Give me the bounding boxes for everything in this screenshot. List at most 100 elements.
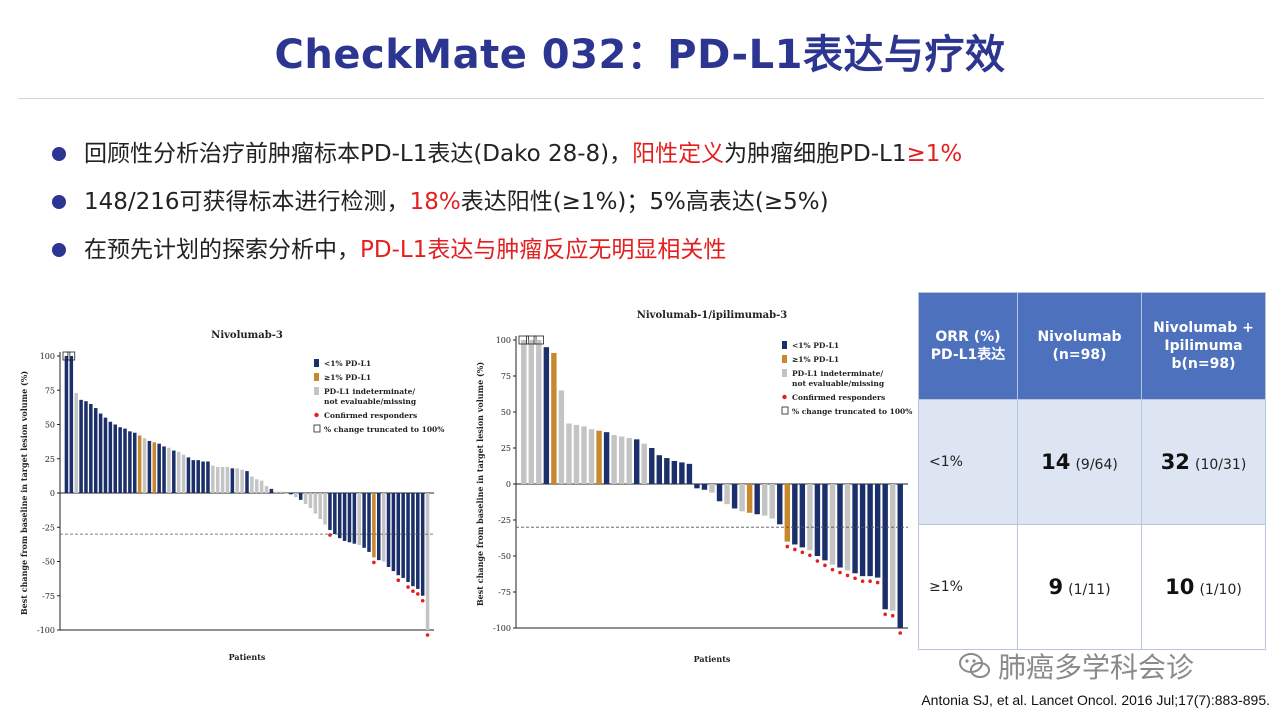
- waterfall-bar: [337, 493, 342, 539]
- waterfall-bar: [245, 471, 249, 493]
- waterfall-bar: [103, 417, 108, 493]
- legend-swatch: [314, 359, 319, 367]
- waterfall-bar: [225, 466, 230, 493]
- y-tick-label: -100: [37, 626, 55, 635]
- y-tick-label: 25: [45, 455, 55, 464]
- page-title: CheckMate 032：PD-L1表达与疗效: [274, 32, 1006, 78]
- y-tick-label: 0: [50, 489, 55, 498]
- orr-fraction: (10/31): [1195, 457, 1247, 473]
- waterfall-bar: [837, 484, 843, 568]
- waterfall-bar: [372, 493, 376, 558]
- waterfall-bar: [664, 458, 670, 484]
- legend-label: PD-L1 indeterminate/: [324, 387, 415, 396]
- waterfall-bar: [396, 493, 401, 576]
- responder-dot: [372, 560, 376, 565]
- y-axis-label: Best change from baseline in target lesi…: [475, 362, 485, 606]
- responder-dot: [823, 563, 827, 568]
- waterfall-bar: [521, 340, 527, 484]
- legend-label: Confirmed responders: [324, 411, 417, 420]
- waterfall-bar: [425, 493, 430, 630]
- responder-dot: [838, 570, 842, 575]
- waterfall-bar: [69, 356, 74, 493]
- y-tick-label: 25: [501, 444, 511, 453]
- waterfall-bar: [196, 460, 200, 493]
- waterfall-bar: [289, 493, 293, 495]
- waterfall-bar: [551, 352, 557, 484]
- citation: Antonia SJ, et al. Lancet Oncol. 2016 Ju…: [921, 692, 1270, 708]
- waterfall-bar: [420, 493, 425, 596]
- waterfall-bar: [240, 469, 244, 493]
- responder-dot: [860, 579, 865, 583]
- legend-label: ≥1% PD-L1: [324, 373, 371, 382]
- legend-swatch: [782, 394, 787, 400]
- waterfall-bar: [829, 484, 836, 565]
- waterfall-bar: [709, 484, 715, 493]
- waterfall-bar: [259, 480, 264, 493]
- wechat-icon: [959, 653, 990, 678]
- waterfall-bar: [381, 493, 386, 562]
- waterfall-bar: [230, 468, 235, 493]
- row-label: ≥1%: [918, 524, 1018, 650]
- waterfall-bar: [686, 463, 693, 484]
- y-tick-label: -100: [493, 624, 511, 633]
- y-tick-label: 100: [496, 336, 511, 345]
- waterfall-bar: [656, 455, 663, 484]
- waterfall-bar: [176, 451, 181, 493]
- bullet-text: 为肿瘤细胞PD-L1: [724, 141, 907, 167]
- waterfall-bar: [191, 460, 196, 493]
- waterfall-bar: [264, 486, 269, 493]
- waterfall-bar: [147, 440, 152, 493]
- waterfall-bar: [181, 454, 186, 493]
- legend-swatch: [782, 341, 787, 349]
- waterfall-bar: [859, 484, 866, 577]
- legend-swatch: [313, 424, 321, 433]
- chart-title: Nivolumab-1/ipilimumab-3: [637, 310, 788, 321]
- waterfall-bar: [250, 476, 254, 493]
- waterfall-chart-svg: Nivolumab-1/ipilimumab-3 100 75 50 25 0 -25 -50…: [475, 310, 912, 664]
- waterfall-bar: [814, 484, 821, 556]
- waterfall-bar: [274, 491, 279, 493]
- bullet-text: 148/216可获得标本进行检测，: [84, 189, 410, 215]
- waterfall-bar: [391, 493, 396, 572]
- waterfall-bar: [93, 408, 98, 493]
- waterfall-bar: [64, 356, 69, 493]
- y-tick-label: -50: [498, 552, 511, 561]
- waterfall-bar: [113, 424, 117, 493]
- waterfall-bar: [377, 493, 381, 561]
- waterfall-bar: [201, 461, 205, 493]
- bullet-highlight: 18%: [409, 189, 461, 215]
- waterfall-bar: [347, 493, 352, 543]
- y-tick-label: -25: [42, 523, 55, 532]
- legend-label: not evaluable/missing: [792, 379, 885, 388]
- waterfall-bar: [573, 424, 580, 484]
- responder-dot: [420, 598, 425, 603]
- waterfall-bar: [206, 461, 210, 493]
- responder-dot: [890, 613, 895, 618]
- waterfall-bar: [799, 484, 806, 548]
- truncation-box: [518, 335, 529, 345]
- waterfall-bar: [618, 436, 625, 484]
- orr-cell: 14 (9/64): [1017, 399, 1142, 525]
- responder-dot: [898, 631, 903, 635]
- waterfall-bar: [137, 435, 142, 493]
- y-tick-label: -25: [498, 516, 511, 525]
- waterfall-bar: [367, 493, 371, 552]
- legend-label: PD-L1 indeterminate/: [792, 369, 883, 378]
- watermark: 肺癌多学科会诊: [958, 646, 1194, 686]
- waterfall-bar: [679, 462, 685, 484]
- orr-cell: 32 (10/31): [1141, 399, 1266, 525]
- orr-cell: 9 (1/11): [1017, 524, 1142, 650]
- waterfall-bar: [746, 484, 753, 513]
- bullet-text: 回顾性分析治疗前肿瘤标本PD-L1表达(Dako 28-8)，: [84, 141, 633, 167]
- waterfall-bar: [133, 432, 137, 493]
- orr-table: ORR (%) PD-L1表达 Nivolumab (n=98) Nivolum…: [918, 292, 1266, 650]
- y-tick-label: 75: [45, 386, 55, 395]
- legend-swatch: [314, 373, 319, 381]
- responder-dot: [808, 553, 812, 558]
- waterfall-bar: [328, 493, 332, 530]
- waterfall-bar: [822, 484, 828, 561]
- legend-label: not evaluable/missing: [324, 397, 417, 406]
- x-axis-label: Patients: [229, 652, 266, 662]
- waterfall-bar: [626, 437, 632, 484]
- waterfall-bar: [777, 484, 783, 525]
